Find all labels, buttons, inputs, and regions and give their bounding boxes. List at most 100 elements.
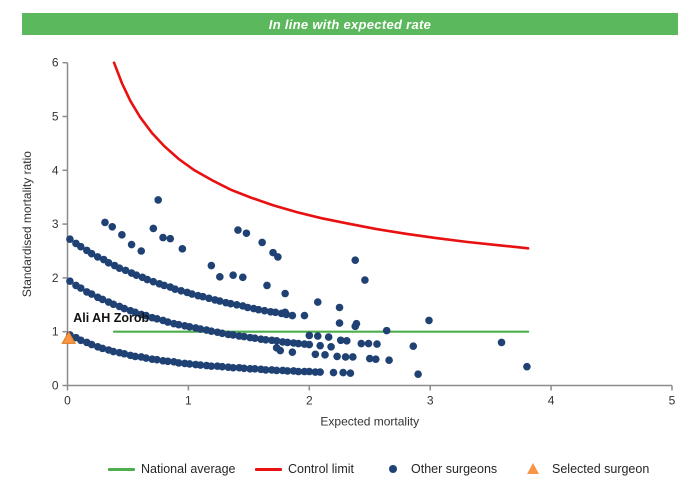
surgeon-point[interactable]	[76, 284, 85, 292]
surgeon-point[interactable]	[218, 329, 227, 338]
surgeon-point[interactable]	[288, 311, 297, 320]
surgeon-point[interactable]	[108, 222, 117, 231]
surgeon-point[interactable]	[288, 348, 297, 356]
surgeon-point[interactable]	[373, 340, 381, 348]
surgeon-point[interactable]	[131, 352, 140, 361]
surgeon-point[interactable]	[87, 249, 96, 258]
surgeon-point[interactable]	[109, 300, 118, 309]
surgeon-point[interactable]	[341, 353, 350, 361]
surgeon-point[interactable]	[357, 339, 366, 348]
selected-surgeon-triangle-icon[interactable]	[61, 330, 77, 344]
surgeon-point[interactable]	[349, 353, 357, 361]
surgeon-point[interactable]	[98, 295, 107, 304]
surgeon-point[interactable]	[137, 247, 146, 255]
surgeon-point[interactable]	[232, 301, 241, 309]
surgeon-point[interactable]	[234, 226, 242, 234]
surgeon-point[interactable]	[351, 322, 360, 331]
surgeon-point[interactable]	[87, 340, 96, 349]
surgeon-point[interactable]	[185, 360, 194, 368]
surgeon-point[interactable]	[239, 273, 247, 282]
surgeon-point[interactable]	[313, 298, 322, 306]
surgeon-point[interactable]	[333, 352, 341, 361]
surgeon-point[interactable]	[127, 240, 136, 249]
surgeon-point[interactable]	[497, 338, 506, 347]
surgeon-point[interactable]	[365, 354, 374, 363]
surgeon-point[interactable]	[371, 355, 380, 363]
surgeon-point[interactable]	[177, 287, 185, 295]
surgeon-point[interactable]	[120, 304, 129, 313]
surgeon-point[interactable]	[335, 319, 344, 327]
surgeon-point[interactable]	[281, 308, 289, 317]
surgeon-point[interactable]	[316, 341, 324, 350]
surgeon-point[interactable]	[93, 253, 102, 261]
surgeon-point[interactable]	[313, 332, 322, 340]
surgeon-point[interactable]	[185, 323, 194, 331]
surgeon-point[interactable]	[294, 367, 303, 376]
surgeon-point[interactable]	[316, 368, 324, 376]
surgeon-point[interactable]	[339, 368, 347, 377]
surgeon-point[interactable]	[272, 366, 281, 375]
surgeon-point[interactable]	[523, 362, 531, 371]
surgeon-point[interactable]	[153, 355, 161, 364]
surgeon-point[interactable]	[229, 271, 237, 280]
surgeon-point[interactable]	[425, 316, 433, 325]
surgeon-point[interactable]	[324, 333, 333, 341]
surgeon-point[interactable]	[414, 370, 422, 379]
surgeon-point[interactable]	[164, 357, 172, 366]
surgeon-point[interactable]	[226, 299, 235, 308]
surgeon-point[interactable]	[196, 361, 205, 369]
surgeon-point[interactable]	[118, 231, 126, 239]
surgeon-point[interactable]	[98, 344, 107, 353]
surgeon-point[interactable]	[143, 275, 152, 284]
surgeon-point[interactable]	[76, 242, 85, 251]
surgeon-point[interactable]	[178, 245, 187, 253]
surgeon-point[interactable]	[274, 253, 282, 261]
surgeon-point[interactable]	[199, 292, 207, 301]
surgeon-point[interactable]	[294, 339, 303, 348]
surgeon-point[interactable]	[229, 331, 237, 339]
surgeon-point[interactable]	[216, 297, 224, 305]
surgeon-point[interactable]	[271, 308, 280, 317]
surgeon-point[interactable]	[342, 337, 351, 345]
surgeon-point[interactable]	[382, 326, 391, 335]
selected-surgeon-marker[interactable]: Ali AH Zorob	[61, 311, 149, 344]
surgeon-point[interactable]	[207, 261, 216, 270]
surgeon-point[interactable]	[196, 325, 205, 333]
surgeon-point[interactable]	[254, 305, 263, 314]
surgeon-point[interactable]	[409, 342, 418, 351]
surgeon-point[interactable]	[166, 234, 175, 243]
surgeon-point[interactable]	[174, 359, 183, 367]
surgeon-point[interactable]	[87, 290, 96, 298]
surgeon-point[interactable]	[283, 338, 292, 347]
surgeon-point[interactable]	[281, 289, 289, 298]
surgeon-point[interactable]	[336, 336, 345, 345]
surgeon-point[interactable]	[261, 335, 270, 344]
surgeon-point[interactable]	[361, 276, 369, 284]
surgeon-point[interactable]	[121, 266, 130, 275]
surgeon-point[interactable]	[171, 285, 179, 293]
surgeon-point[interactable]	[218, 362, 227, 371]
surgeon-point[interactable]	[283, 367, 292, 375]
surgeon-point[interactable]	[240, 364, 248, 373]
surgeon-point[interactable]	[261, 366, 270, 374]
surgeon-point[interactable]	[142, 311, 150, 320]
surgeon-point[interactable]	[251, 365, 259, 373]
surgeon-point[interactable]	[149, 277, 158, 286]
surgeon-point[interactable]	[101, 218, 109, 227]
surgeon-point[interactable]	[258, 238, 266, 247]
surgeon-point[interactable]	[272, 337, 281, 345]
surgeon-point[interactable]	[153, 314, 161, 323]
surgeon-point[interactable]	[205, 294, 213, 303]
surgeon-point[interactable]	[329, 368, 338, 377]
surgeon-point[interactable]	[335, 303, 344, 312]
surgeon-point[interactable]	[149, 224, 158, 233]
surgeon-point[interactable]	[327, 342, 335, 351]
surgeon-point[interactable]	[164, 318, 172, 326]
surgeon-point[interactable]	[251, 334, 259, 342]
surgeon-point[interactable]	[305, 340, 314, 349]
surgeon-point[interactable]	[66, 277, 74, 285]
surgeon-point[interactable]	[76, 336, 85, 345]
surgeon-point[interactable]	[120, 349, 129, 358]
surgeon-point[interactable]	[351, 256, 360, 264]
surgeon-point[interactable]	[242, 229, 251, 238]
